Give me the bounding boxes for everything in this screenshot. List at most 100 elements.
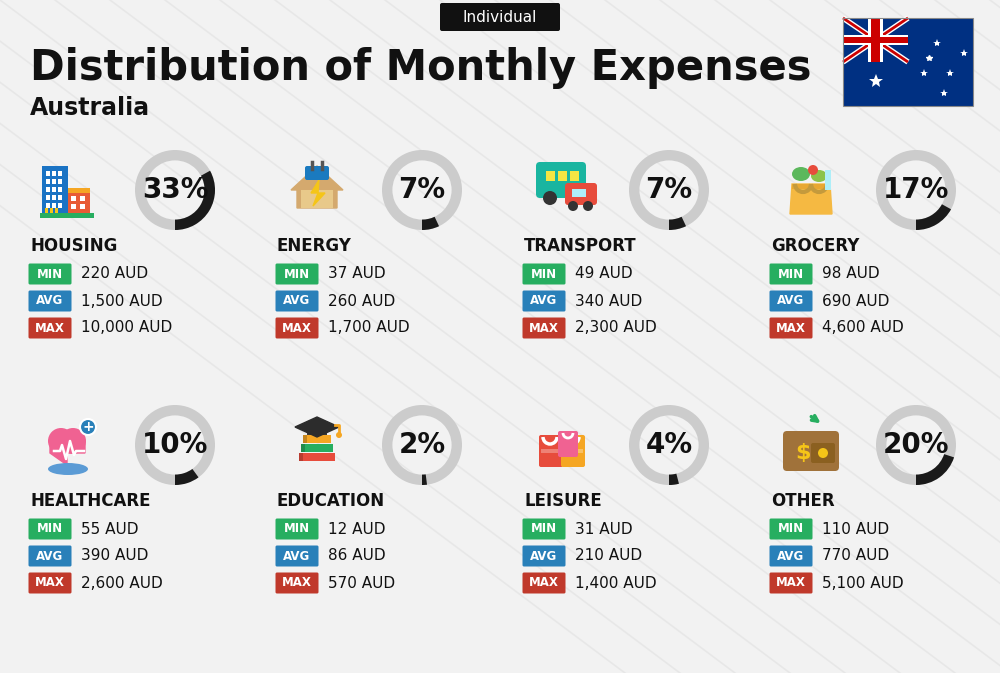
Bar	[46, 195, 50, 200]
Bar	[42, 166, 68, 214]
Text: AVG: AVG	[530, 295, 558, 308]
Bar	[843, 18, 973, 106]
Wedge shape	[669, 217, 686, 230]
FancyBboxPatch shape	[276, 291, 318, 312]
Wedge shape	[629, 405, 709, 485]
Text: 20%: 20%	[883, 431, 949, 459]
FancyBboxPatch shape	[28, 318, 72, 339]
FancyBboxPatch shape	[565, 183, 597, 205]
Bar	[303, 435, 307, 443]
Circle shape	[568, 201, 578, 211]
Text: 17%: 17%	[883, 176, 949, 204]
Text: MIN: MIN	[531, 267, 557, 281]
Bar	[825, 170, 831, 190]
Bar	[301, 190, 333, 208]
Bar	[868, 18, 883, 62]
Text: MAX: MAX	[35, 577, 65, 590]
FancyBboxPatch shape	[28, 518, 72, 540]
FancyBboxPatch shape	[770, 518, 812, 540]
Wedge shape	[629, 150, 709, 230]
FancyBboxPatch shape	[276, 546, 318, 567]
Text: MAX: MAX	[776, 577, 806, 590]
Text: Australia: Australia	[30, 96, 150, 120]
Bar	[46, 187, 50, 192]
Wedge shape	[422, 474, 427, 485]
Wedge shape	[135, 405, 215, 485]
Bar	[68, 188, 90, 193]
Circle shape	[80, 419, 96, 435]
Text: MAX: MAX	[282, 322, 312, 334]
Text: 12 AUD: 12 AUD	[328, 522, 386, 536]
Wedge shape	[916, 205, 951, 230]
Text: 340 AUD: 340 AUD	[575, 293, 642, 308]
Bar	[572, 189, 586, 197]
Text: +: +	[82, 420, 94, 434]
Bar	[80, 196, 85, 201]
Text: 690 AUD: 690 AUD	[822, 293, 889, 308]
Text: 33%: 33%	[142, 176, 208, 204]
Wedge shape	[876, 405, 956, 485]
FancyBboxPatch shape	[303, 435, 331, 443]
Text: GROCERY: GROCERY	[771, 237, 859, 255]
Wedge shape	[876, 150, 956, 230]
Text: 2%: 2%	[398, 431, 446, 459]
FancyBboxPatch shape	[440, 3, 560, 31]
Text: AVG: AVG	[777, 295, 805, 308]
Circle shape	[567, 191, 581, 205]
Text: 10%: 10%	[142, 431, 208, 459]
Bar	[871, 18, 880, 62]
FancyBboxPatch shape	[522, 573, 566, 594]
Circle shape	[583, 201, 593, 211]
Text: 210 AUD: 210 AUD	[575, 548, 642, 563]
Wedge shape	[175, 469, 199, 485]
Wedge shape	[382, 150, 462, 230]
Text: 4%: 4%	[645, 431, 693, 459]
FancyBboxPatch shape	[558, 431, 578, 457]
Ellipse shape	[808, 165, 818, 175]
Text: OTHER: OTHER	[771, 492, 835, 510]
Text: AVG: AVG	[530, 549, 558, 563]
Bar	[58, 179, 62, 184]
FancyBboxPatch shape	[770, 546, 812, 567]
Polygon shape	[291, 166, 343, 208]
Bar	[570, 171, 579, 181]
Text: 7%: 7%	[398, 176, 446, 204]
Polygon shape	[311, 180, 325, 206]
FancyBboxPatch shape	[276, 573, 318, 594]
FancyBboxPatch shape	[299, 453, 335, 461]
Wedge shape	[916, 454, 954, 485]
Text: MAX: MAX	[35, 322, 65, 334]
Text: MIN: MIN	[284, 522, 310, 536]
Polygon shape	[295, 417, 339, 437]
Text: 1,500 AUD: 1,500 AUD	[81, 293, 163, 308]
Text: 10,000 AUD: 10,000 AUD	[81, 320, 172, 336]
Circle shape	[543, 191, 557, 205]
Bar	[71, 196, 76, 201]
Text: Individual: Individual	[463, 9, 537, 24]
FancyBboxPatch shape	[276, 318, 318, 339]
Text: TRANSPORT: TRANSPORT	[524, 237, 637, 255]
Text: MIN: MIN	[778, 522, 804, 536]
Circle shape	[818, 448, 828, 458]
FancyBboxPatch shape	[536, 162, 586, 198]
FancyBboxPatch shape	[770, 573, 812, 594]
Bar	[45, 208, 48, 214]
Text: 1,400 AUD: 1,400 AUD	[575, 575, 657, 590]
Text: AVG: AVG	[777, 549, 805, 563]
Bar	[52, 171, 56, 176]
FancyBboxPatch shape	[770, 318, 812, 339]
Text: 110 AUD: 110 AUD	[822, 522, 889, 536]
Circle shape	[60, 428, 86, 454]
Wedge shape	[382, 405, 462, 485]
Text: EDUCATION: EDUCATION	[277, 492, 385, 510]
Bar	[541, 449, 561, 453]
Circle shape	[336, 432, 342, 438]
Bar	[80, 204, 85, 209]
Text: 5,100 AUD: 5,100 AUD	[822, 575, 904, 590]
Text: MIN: MIN	[37, 267, 63, 281]
Text: 86 AUD: 86 AUD	[328, 548, 386, 563]
Bar	[546, 171, 555, 181]
Text: $: $	[795, 443, 811, 463]
Text: MAX: MAX	[282, 577, 312, 590]
FancyBboxPatch shape	[811, 443, 835, 463]
